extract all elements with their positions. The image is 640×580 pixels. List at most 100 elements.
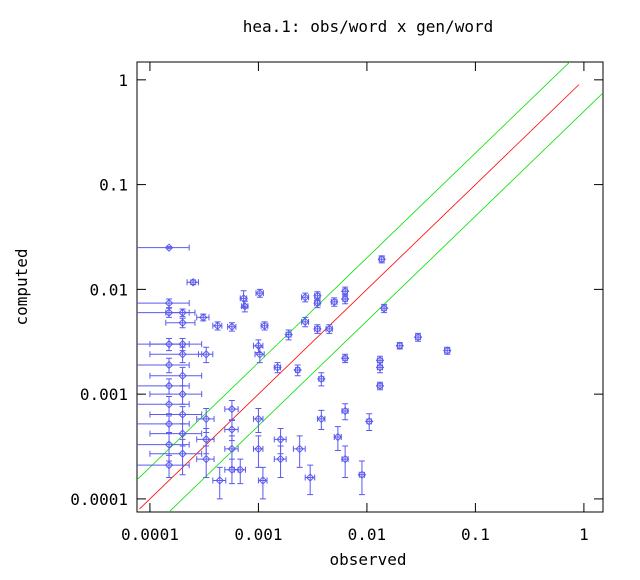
- point: [254, 414, 263, 424]
- point: [340, 454, 350, 464]
- point: [201, 350, 211, 359]
- point: [284, 330, 293, 339]
- point: [164, 339, 174, 349]
- point: [395, 341, 405, 350]
- x-error-bar: [149, 411, 203, 418]
- point: [178, 318, 187, 327]
- y-error-bar: [179, 346, 186, 364]
- y-tick-label: 0.001: [80, 385, 128, 404]
- y-tick-label: 0.0001: [70, 490, 128, 509]
- point: [340, 294, 350, 304]
- x-error-bar: [149, 351, 203, 358]
- y-error-bar: [228, 458, 235, 485]
- y-error-bar: [203, 346, 210, 364]
- y-error-bar: [203, 445, 210, 479]
- plot-frame: [136, 61, 604, 513]
- y-error-bar: [342, 403, 349, 421]
- point: [340, 354, 350, 363]
- x-error-bar: [137, 441, 190, 448]
- y-error-bar: [366, 413, 373, 431]
- y-error-bar: [216, 466, 223, 500]
- point: [273, 363, 282, 372]
- point: [301, 293, 310, 302]
- point: [377, 255, 386, 264]
- point: [201, 435, 211, 444]
- point: [239, 294, 248, 303]
- point: [178, 308, 187, 317]
- x-tick-label: 0.1: [461, 525, 490, 544]
- point: [164, 400, 174, 409]
- y-error-bar: [166, 378, 173, 395]
- point: [164, 460, 174, 470]
- point: [276, 435, 285, 444]
- y-tick-label: 0.1: [99, 176, 128, 195]
- point: [199, 313, 208, 322]
- y-error-bar: [318, 409, 325, 430]
- point: [301, 317, 310, 327]
- point: [375, 381, 385, 391]
- y-error-bar: [255, 407, 262, 434]
- point: [317, 374, 326, 384]
- point: [443, 346, 452, 355]
- point: [188, 278, 198, 287]
- point: [178, 410, 187, 419]
- point: [236, 465, 245, 474]
- point: [164, 243, 174, 252]
- y-error-bar: [256, 346, 263, 364]
- x-error-bar: [149, 391, 203, 398]
- x-error-bar: [137, 300, 190, 307]
- y-error-bar: [342, 445, 349, 479]
- x-tick-label: 1: [579, 525, 589, 544]
- point: [330, 297, 339, 307]
- y-tick-label: 1: [118, 71, 128, 90]
- point: [333, 432, 343, 442]
- x-error-bar: [137, 462, 190, 469]
- x-tick-label: 0.001: [234, 525, 282, 544]
- x-error-bar: [137, 341, 190, 348]
- reference-line: [168, 92, 603, 512]
- point: [365, 417, 374, 426]
- point: [215, 476, 224, 485]
- point: [255, 288, 265, 298]
- point: [313, 324, 322, 334]
- point: [178, 429, 187, 438]
- point: [164, 360, 174, 370]
- x-error-bar: [149, 450, 203, 457]
- point: [178, 371, 187, 380]
- point: [379, 304, 389, 313]
- chart-title: hea.1: obs/word x gen/word: [243, 17, 493, 36]
- point: [295, 444, 304, 454]
- point: [317, 414, 326, 424]
- y-error-bar: [334, 426, 341, 451]
- point: [201, 454, 211, 464]
- point: [227, 444, 237, 454]
- point: [357, 470, 367, 479]
- point: [164, 381, 174, 391]
- x-error-bar: [196, 456, 215, 463]
- x-error-bar: [137, 361, 190, 368]
- x-error-bar: [165, 309, 196, 316]
- y-error-bar: [166, 395, 173, 415]
- y-error-bar: [237, 458, 244, 485]
- x-error-bar: [196, 436, 215, 443]
- x-axis-label: observed: [329, 550, 406, 569]
- point: [313, 298, 322, 308]
- point: [201, 414, 211, 424]
- point: [227, 404, 237, 414]
- y-error-bar: [228, 399, 235, 421]
- point: [413, 332, 423, 342]
- y-error-bar: [190, 279, 197, 286]
- point: [260, 321, 269, 330]
- x-error-bar: [149, 430, 203, 437]
- point: [254, 341, 263, 350]
- x-tick-label: 0.01: [348, 525, 387, 544]
- point: [258, 476, 268, 485]
- point: [178, 449, 187, 458]
- point: [227, 322, 237, 331]
- point: [255, 350, 265, 359]
- x-error-bar: [137, 244, 190, 251]
- x-tick-label: 0.0001: [121, 525, 179, 544]
- x-error-bar: [165, 319, 196, 326]
